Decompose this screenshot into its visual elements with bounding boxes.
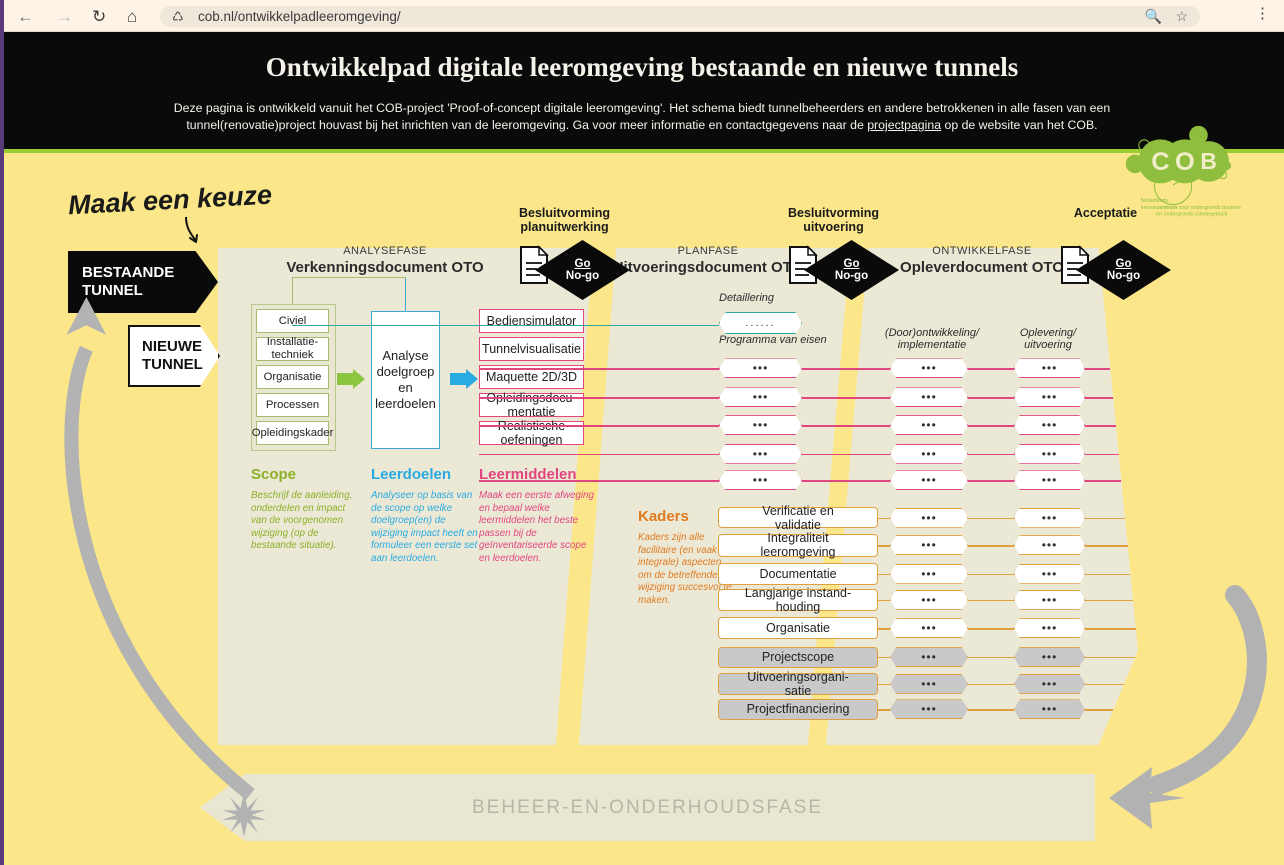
svg-text:Nederlands: Nederlands — [1141, 198, 1169, 204]
svg-text:B: B — [1200, 148, 1217, 174]
svg-text:en ondergronds ruimtegebruik: en ondergronds ruimtegebruik — [1156, 212, 1227, 218]
svg-text:C: C — [1151, 148, 1169, 176]
svg-text:O: O — [1175, 148, 1195, 176]
svg-text:kenniscentrum voor ondergronds: kenniscentrum voor ondergronds bouwen — [1141, 205, 1241, 211]
